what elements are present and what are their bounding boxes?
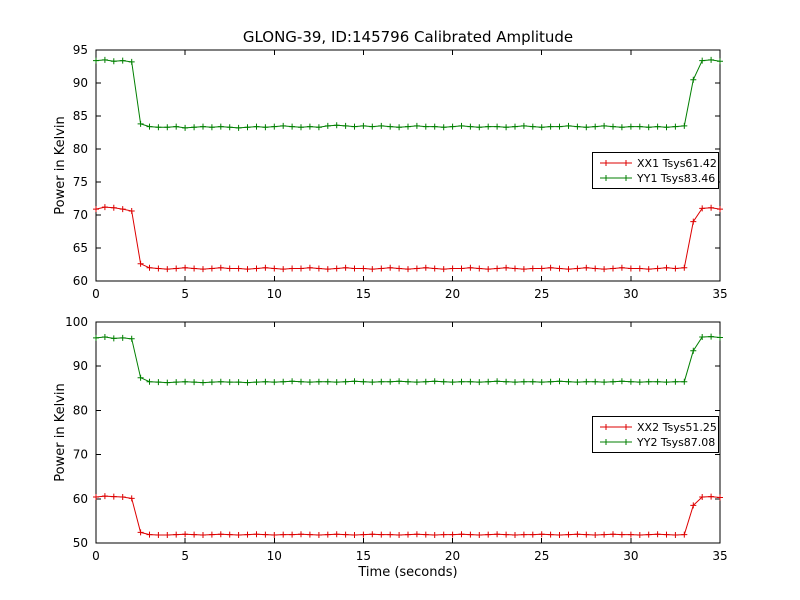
y-tick-label: 95 bbox=[73, 43, 88, 57]
legend-plus-marker-icon bbox=[603, 160, 629, 166]
x-tick-label: 25 bbox=[534, 287, 549, 301]
y-tick-label: 70 bbox=[73, 448, 88, 462]
legend-box bbox=[592, 152, 719, 189]
series-plus-markers bbox=[93, 333, 723, 386]
series-plus-markers bbox=[93, 493, 723, 538]
y-tick-label: 100 bbox=[65, 315, 88, 329]
x-tick-label: 20 bbox=[445, 549, 460, 563]
series-plus-markers bbox=[93, 56, 723, 131]
legend-plus-marker-icon bbox=[603, 175, 629, 181]
x-tick-label: 0 bbox=[92, 549, 100, 563]
x-tick-label: 25 bbox=[534, 549, 549, 563]
tick-marks bbox=[95, 321, 721, 544]
legend: XX1 Tsys61.42 YY1 Tsys83.46 bbox=[592, 152, 719, 189]
axes-frame bbox=[95, 49, 721, 282]
plots: 0 5 10 15 20 25 30 35 60 65 70 75 80 85 90 95 XX1 Tsys61… bbox=[65, 43, 728, 563]
series-XX1 bbox=[93, 204, 723, 273]
legend-label: XX2 Tsys51.25 bbox=[637, 421, 717, 434]
y-tick-label: 50 bbox=[73, 536, 88, 550]
x-tick-label: 35 bbox=[712, 549, 727, 563]
y-tick-label: 85 bbox=[73, 109, 88, 123]
ylabel-top: Power in Kelvin bbox=[53, 116, 68, 214]
x-tick-label: 10 bbox=[267, 549, 282, 563]
tick-marks bbox=[95, 49, 721, 282]
y-tick-label: 80 bbox=[73, 403, 88, 417]
series-line bbox=[95, 495, 721, 536]
series-line bbox=[95, 206, 721, 270]
legend: XX2 Tsys51.25 YY2 Tsys87.08 bbox=[592, 416, 719, 453]
series-line bbox=[95, 59, 721, 129]
subplot-2: 0 5 10 15 20 25 30 35 50 60 70 80 90 100 XX2 Tsys51.25… bbox=[65, 315, 728, 563]
x-tick-label: 10 bbox=[267, 287, 282, 301]
x-tick-label: 5 bbox=[181, 287, 189, 301]
series-YY1 bbox=[93, 56, 723, 131]
series-XX2 bbox=[93, 493, 723, 538]
subplot-1: 0 5 10 15 20 25 30 35 60 65 70 75 80 85 90 95 XX1 Tsys61… bbox=[73, 43, 728, 301]
y-tick-label: 60 bbox=[73, 274, 88, 288]
y-tick-label: 60 bbox=[73, 492, 88, 506]
xlabel-bottom: Time (seconds) bbox=[357, 565, 457, 580]
axes-frame bbox=[95, 321, 721, 544]
series-YY2 bbox=[93, 333, 723, 386]
ylabel-bottom: Power in Kelvin bbox=[53, 383, 68, 481]
legend-label: YY1 Tsys83.46 bbox=[636, 172, 715, 185]
tick-labels: 0 5 10 15 20 25 30 35 50 60 70 80 90 100 bbox=[65, 315, 728, 563]
y-tick-label: 80 bbox=[73, 142, 88, 156]
series-line bbox=[95, 336, 721, 384]
y-tick-label: 65 bbox=[73, 241, 88, 255]
tick-labels: 0 5 10 15 20 25 30 35 60 65 70 75 80 85 90 95 bbox=[73, 43, 728, 301]
x-tick-label: 15 bbox=[356, 549, 371, 563]
series-plus-markers bbox=[93, 204, 723, 273]
y-tick-label: 70 bbox=[73, 208, 88, 222]
x-tick-label: 30 bbox=[623, 549, 638, 563]
x-tick-label: 0 bbox=[92, 287, 100, 301]
x-tick-label: 20 bbox=[445, 287, 460, 301]
x-tick-label: 15 bbox=[356, 287, 371, 301]
legend-plus-marker-icon bbox=[603, 424, 629, 430]
y-tick-label: 90 bbox=[73, 76, 88, 90]
legend-plus-marker-icon bbox=[603, 439, 629, 445]
x-tick-label: 35 bbox=[712, 287, 727, 301]
x-tick-label: 30 bbox=[623, 287, 638, 301]
legend-label: YY2 Tsys87.08 bbox=[636, 436, 715, 449]
x-tick-label: 5 bbox=[181, 549, 189, 563]
legend-label: XX1 Tsys61.42 bbox=[637, 157, 717, 170]
y-tick-label: 90 bbox=[73, 359, 88, 373]
chart-title: GLONG-39, ID:145796 Calibrated Amplitude bbox=[243, 28, 573, 46]
legend-box bbox=[592, 416, 719, 453]
y-tick-label: 75 bbox=[73, 175, 88, 189]
